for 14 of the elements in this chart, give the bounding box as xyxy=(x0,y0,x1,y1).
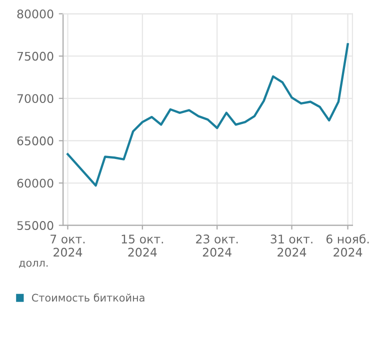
x-tick-label: 31 окт. 2024 xyxy=(270,234,312,257)
y-tick-label: 60000 xyxy=(17,178,54,188)
line-series xyxy=(66,43,349,187)
x-tick-label: 23 окт. 2024 xyxy=(196,234,238,257)
y-tick-label: 70000 xyxy=(17,94,54,104)
y-axis-title: долл. xyxy=(19,260,48,268)
y-tick-label: 75000 xyxy=(17,52,54,61)
x-tick-label: 6 нояб. 2024 xyxy=(326,234,369,257)
y-tick-label: 80000 xyxy=(17,9,54,18)
y-tick-label: 65000 xyxy=(17,136,54,146)
legend-label: Стоимость биткойна xyxy=(32,293,144,302)
x-tick-label: 15 окт. 2024 xyxy=(122,234,164,257)
x-tick-label: 7 окт. 2024 xyxy=(50,234,85,257)
y-tick-label: 55000 xyxy=(17,221,54,230)
